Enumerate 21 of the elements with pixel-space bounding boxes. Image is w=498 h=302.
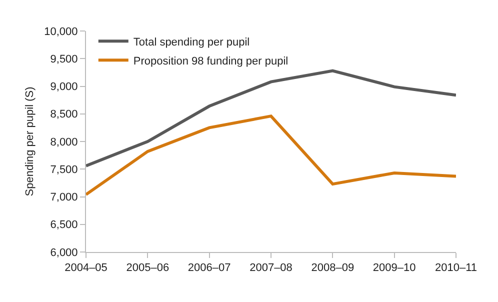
legend-label: Proposition 98 funding per pupil	[133, 55, 288, 68]
x-tick-label: 2009–10	[372, 262, 416, 274]
y-tick-label: 6,500	[50, 219, 78, 232]
legend-label: Total spending per pupil	[133, 36, 250, 48]
y-tick-label: 8,000	[50, 136, 78, 148]
x-tick-label: 2005–06	[126, 262, 170, 274]
x-tick-label: 2006–07	[188, 262, 231, 274]
line-series	[86, 69, 456, 168]
x-tick-label: 2004–05	[64, 262, 108, 274]
x-tick-label: 2007–08	[250, 262, 292, 274]
y-axis-title: Spending per pupil (S)	[24, 86, 36, 196]
x-tick-label: 2010–11	[434, 262, 478, 274]
y-tick-label: 10,000	[44, 26, 78, 38]
y-tick-label: 7,500	[50, 164, 78, 176]
y-tick-label: 6,000	[50, 246, 78, 259]
y-tick-label: 9,500	[50, 53, 78, 66]
y-tick-label: 9,000	[50, 81, 78, 94]
y-tick-label: 7,000	[50, 192, 78, 204]
x-tick-label: 2008–09	[311, 262, 354, 274]
line-series	[86, 114, 456, 196]
y-tick-label: 8,500	[50, 108, 78, 121]
